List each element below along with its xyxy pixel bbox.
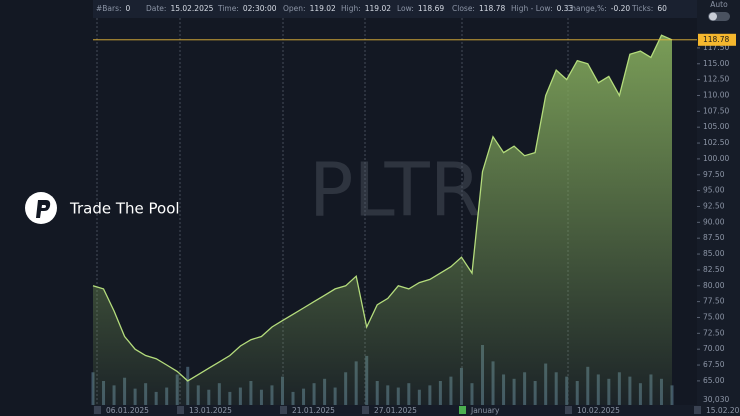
time-axis [93,405,740,416]
week-marker [565,406,572,414]
y-tick-label: 112.50 [703,75,729,84]
y-tick-label: 107.50 [703,106,729,115]
volume-tick-label: 30,030 [703,395,729,404]
week-marker [94,406,101,414]
week-marker [459,406,466,414]
info-bar [93,0,697,18]
y-tick-label: 92.50 [703,201,725,210]
x-tick-label: January [470,406,500,415]
info-value: -0.20 [611,4,631,13]
price-line [92,34,673,382]
info-label: High - Low: [511,4,553,13]
x-tick-label: 21.01.2025 [292,406,335,415]
y-tick-label: 70.00 [703,344,725,353]
info-label: Time: [217,4,239,13]
y-tick-label: 115.00 [703,59,729,68]
y-tick-label: 117.50 [703,43,729,52]
y-tick-label: 87.50 [703,233,725,242]
y-tick-label: 80.00 [703,281,725,290]
info-value: 118.69 [418,4,444,13]
info-value: 118.78 [479,4,505,13]
info-label: Date: [146,4,166,13]
info-value: 02:30:00 [243,4,277,13]
y-tick-label: 95.00 [703,186,725,195]
y-tick-label: 90.00 [703,217,725,226]
x-tick-label: 10.02.2025 [577,406,620,415]
y-tick-label: 100.00 [703,154,729,163]
y-tick-label: 67.50 [703,360,725,369]
x-tick-label: 06.01.2025 [106,406,149,415]
info-value: 0 [126,4,131,13]
x-tick-label: 15.02.2025 [706,406,740,415]
y-tick-label: 85.00 [703,249,725,258]
x-tick-label: 27.01.2025 [374,406,417,415]
info-value: 15.02.2025 [170,4,213,13]
info-label: #Bars: [96,4,122,13]
info-value: 119.02 [365,4,391,13]
info-value: 60 [657,4,667,13]
auto-toggle-knob[interactable] [709,12,717,21]
info-label: Low: [397,4,414,13]
info-label: High: [341,4,361,13]
y-tick-label: 75.00 [703,312,725,321]
info-label: Ticks: [631,4,653,13]
info-label: Close: [452,4,475,13]
y-tick-label: 77.50 [703,297,725,306]
last-price-label: 118.78 [703,35,729,44]
brand-logo-mark [36,200,51,218]
toggle-label: Auto [710,0,728,9]
y-tick-label: 105.00 [703,122,729,131]
week-marker [280,406,287,414]
brand-name: Trade The Pool [69,200,180,218]
y-tick-label: 65.00 [703,376,725,385]
price-axis [697,0,740,416]
y-tick-label: 72.50 [703,328,725,337]
area-fill [93,35,672,405]
last-price-box [698,33,736,46]
week-marker [362,406,369,414]
info-label: Change,%: [566,4,607,13]
info-value: 0.33 [557,4,574,13]
y-tick-label: 102.50 [703,138,729,147]
y-tick-label: 82.50 [703,265,725,274]
info-value: 119.02 [310,4,336,13]
week-marker [694,406,701,414]
watermark: PLTR [309,148,481,234]
y-tick-label: 97.50 [703,170,725,179]
info-label: Open: [283,4,306,13]
week-marker [177,406,184,414]
x-tick-label: 13.01.2025 [189,406,232,415]
y-tick-label: 110.00 [703,90,729,99]
